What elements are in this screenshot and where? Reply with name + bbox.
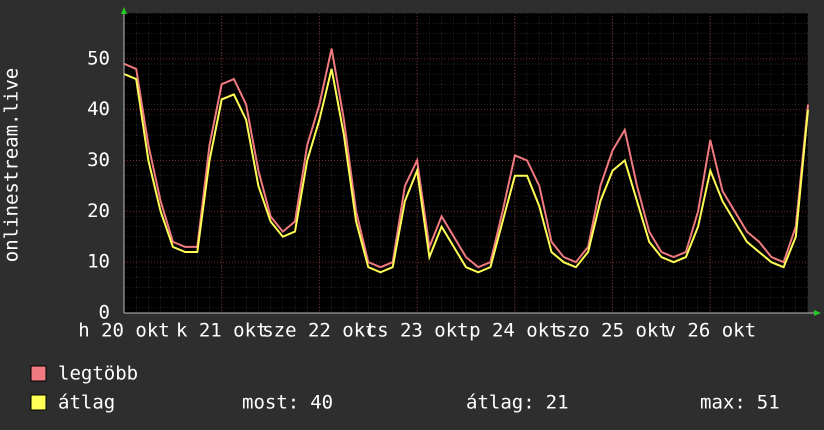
lines xyxy=(123,48,809,274)
stat-value: 21 xyxy=(546,392,569,414)
x-tick-label: sze 22 okt xyxy=(262,320,376,342)
y-tick-label: 40 xyxy=(87,98,110,120)
x-arrow xyxy=(814,310,821,316)
series-line xyxy=(123,48,809,269)
stat-value: 40 xyxy=(310,392,333,414)
y-tick-label: 30 xyxy=(87,149,110,171)
x-tick-label: p 24 okt xyxy=(469,320,561,342)
x-tick-label: szo 25 okt xyxy=(555,320,669,342)
x-tick-label: cs 23 okt xyxy=(366,320,469,342)
stat-label: most: xyxy=(242,392,299,414)
stat-label: átlag: xyxy=(466,392,535,414)
legend-label: legtöbb xyxy=(58,363,138,385)
stat-value: 51 xyxy=(757,392,780,414)
y-arrow xyxy=(121,7,127,14)
x-tick-label: v 26 okt xyxy=(665,320,757,342)
series-line xyxy=(123,68,809,274)
legend-swatch xyxy=(30,394,47,411)
legend-swatch xyxy=(30,365,47,382)
x-tick-label: k 21 okt xyxy=(176,320,268,342)
minor-grid xyxy=(124,13,808,313)
y-tick-label: 0 xyxy=(99,302,110,324)
x-tick-label: h 20 okt xyxy=(78,320,170,342)
y-tick-label: 20 xyxy=(87,200,110,222)
y-tick-label: 50 xyxy=(87,47,110,69)
y-axis-label: onlinestream.live xyxy=(1,68,23,262)
y-tick-label: 10 xyxy=(87,251,110,273)
stat-label: max: xyxy=(700,392,746,414)
legend: legtöbb átlag most: 40 átlag: 21 max: 51 xyxy=(30,363,780,414)
legend-label: átlag xyxy=(58,392,115,414)
